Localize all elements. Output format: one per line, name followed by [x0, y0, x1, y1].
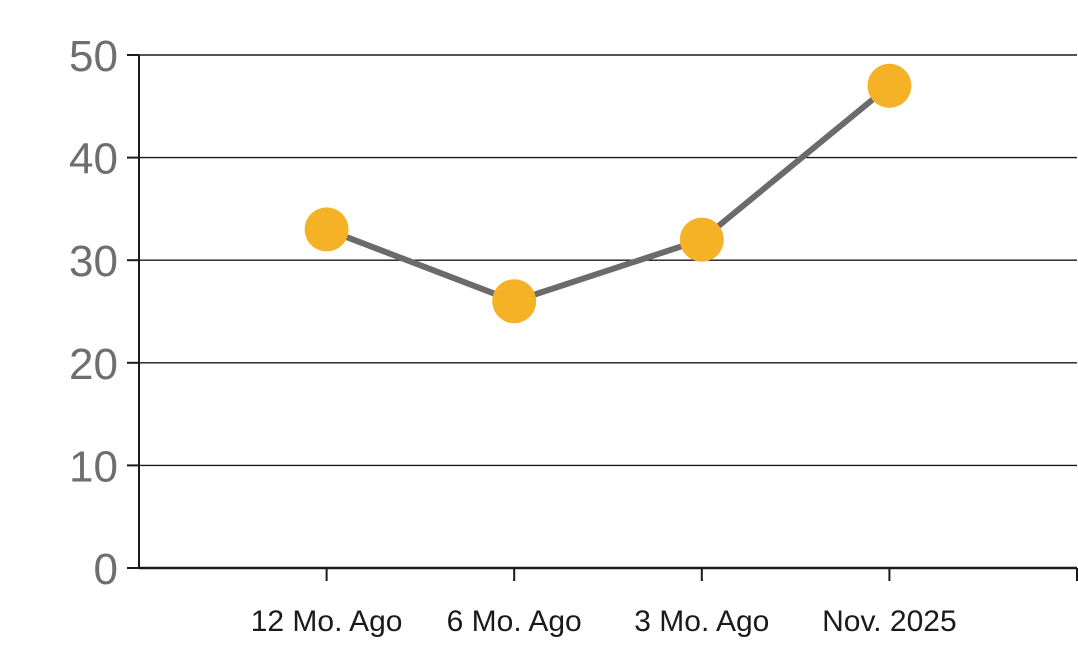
y-tick-label: 10 [69, 442, 118, 491]
data-point-marker [867, 63, 912, 108]
data-point-marker [679, 217, 724, 262]
x-tick-label: Nov. 2025 [822, 605, 957, 638]
data-point-marker [492, 279, 537, 324]
y-tick-label: 50 [69, 32, 118, 81]
y-tick-label: 20 [69, 340, 118, 389]
y-tick-label: 0 [94, 545, 118, 594]
x-tick-label: 12 Mo. Ago [251, 605, 403, 638]
data-point-marker [304, 207, 349, 252]
y-tick-label: 40 [69, 135, 118, 184]
x-tick-label: 6 Mo. Ago [447, 605, 582, 638]
x-tick-label: 3 Mo. Ago [634, 605, 769, 638]
series-line [323, 82, 893, 305]
y-tick-label: 30 [69, 237, 118, 286]
